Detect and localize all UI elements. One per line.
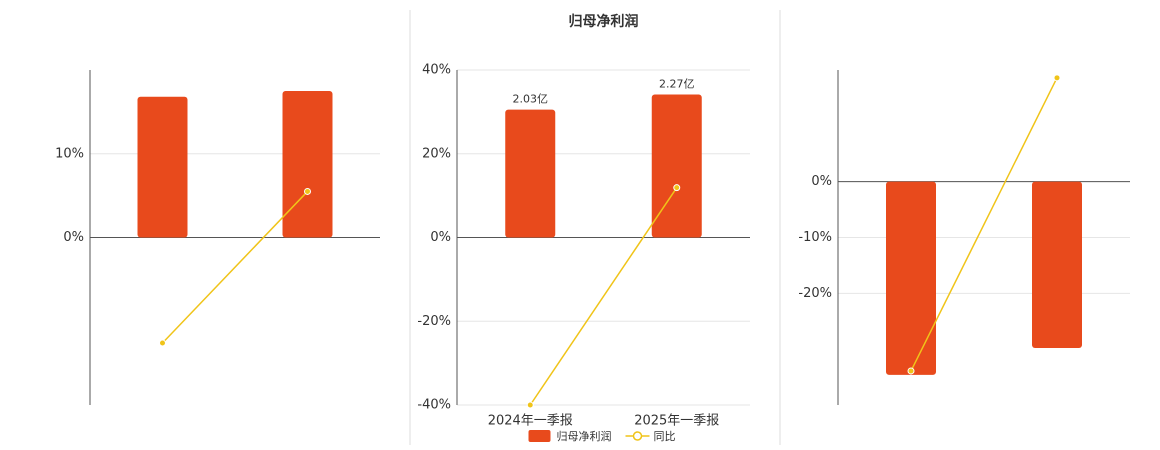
value-label: 2.03亿 (513, 93, 549, 106)
line-point (673, 184, 681, 192)
legend-label: 同比 (654, 430, 676, 443)
y-tick-label: 10% (55, 146, 84, 161)
legend-symbol (632, 431, 643, 441)
bar (505, 109, 556, 238)
bar (137, 96, 188, 238)
legend-label: 归母净利润 (557, 429, 612, 443)
bar (1032, 181, 1082, 349)
chart-title: 归母净利润 (569, 13, 639, 30)
line-point (907, 367, 915, 375)
y-tick-label: -10% (798, 230, 832, 245)
y-tick-label: 0% (430, 230, 451, 245)
line (529, 187, 678, 406)
y-tick-label: -40% (417, 398, 451, 413)
line-point (1053, 74, 1061, 82)
line-point (159, 339, 166, 347)
y-tick-label: 0% (63, 230, 84, 245)
value-label: 2.27亿 (659, 78, 695, 91)
y-tick-label: 20% (422, 146, 451, 161)
y-tick-label: 40% (422, 63, 451, 78)
x-tick-label: 2025年一季报 (634, 414, 719, 429)
legend-symbol (528, 430, 551, 442)
y-tick-label: 0% (811, 174, 832, 189)
bar (282, 90, 333, 238)
line (910, 77, 1058, 372)
x-tick-label: 2024年一季报 (488, 414, 573, 429)
bar (886, 181, 936, 375)
y-tick-label: -20% (417, 314, 451, 329)
line (161, 190, 309, 344)
line-point (526, 401, 534, 409)
line-point (304, 187, 311, 195)
bar (651, 94, 702, 238)
y-tick-label: -20% (798, 286, 832, 301)
